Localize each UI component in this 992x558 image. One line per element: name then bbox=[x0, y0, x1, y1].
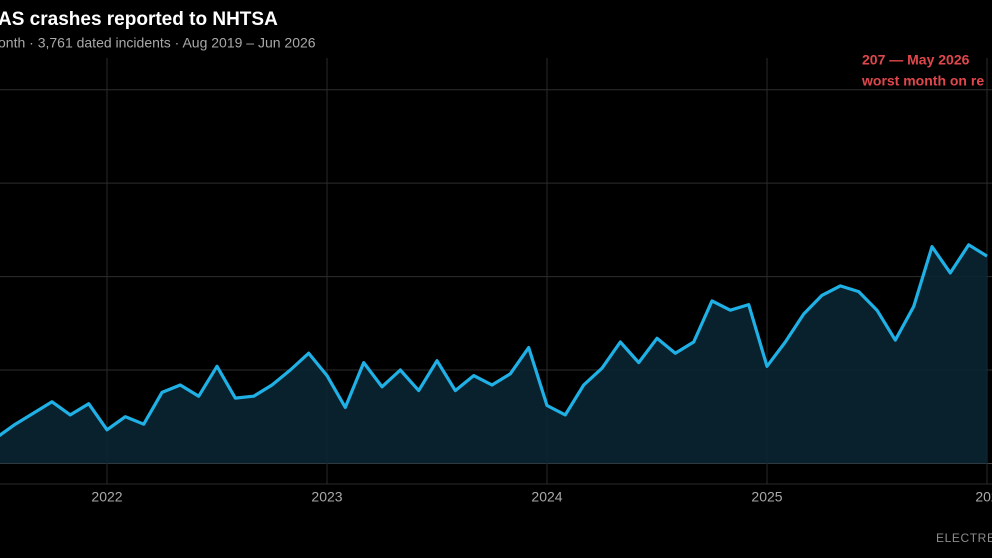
x-tick-label: 2025 bbox=[751, 489, 782, 505]
x-tick-label: 2023 bbox=[311, 489, 342, 505]
line bbox=[0, 243, 988, 438]
chart-title: AS crashes reported to NHTSA bbox=[0, 9, 278, 30]
x-tick-label: 2022 bbox=[91, 489, 122, 505]
area-fill bbox=[0, 244, 987, 464]
x-tick-label: 202 bbox=[975, 489, 992, 505]
annotation: worst month on re bbox=[861, 73, 984, 89]
chart-subtitle: onth · 3,761 dated incidents · Aug 2019 … bbox=[0, 35, 316, 51]
source: ELECTRE bbox=[936, 531, 992, 545]
annotation: 207 — May 2026 bbox=[862, 52, 970, 68]
x-tick-label: 2024 bbox=[531, 489, 562, 505]
